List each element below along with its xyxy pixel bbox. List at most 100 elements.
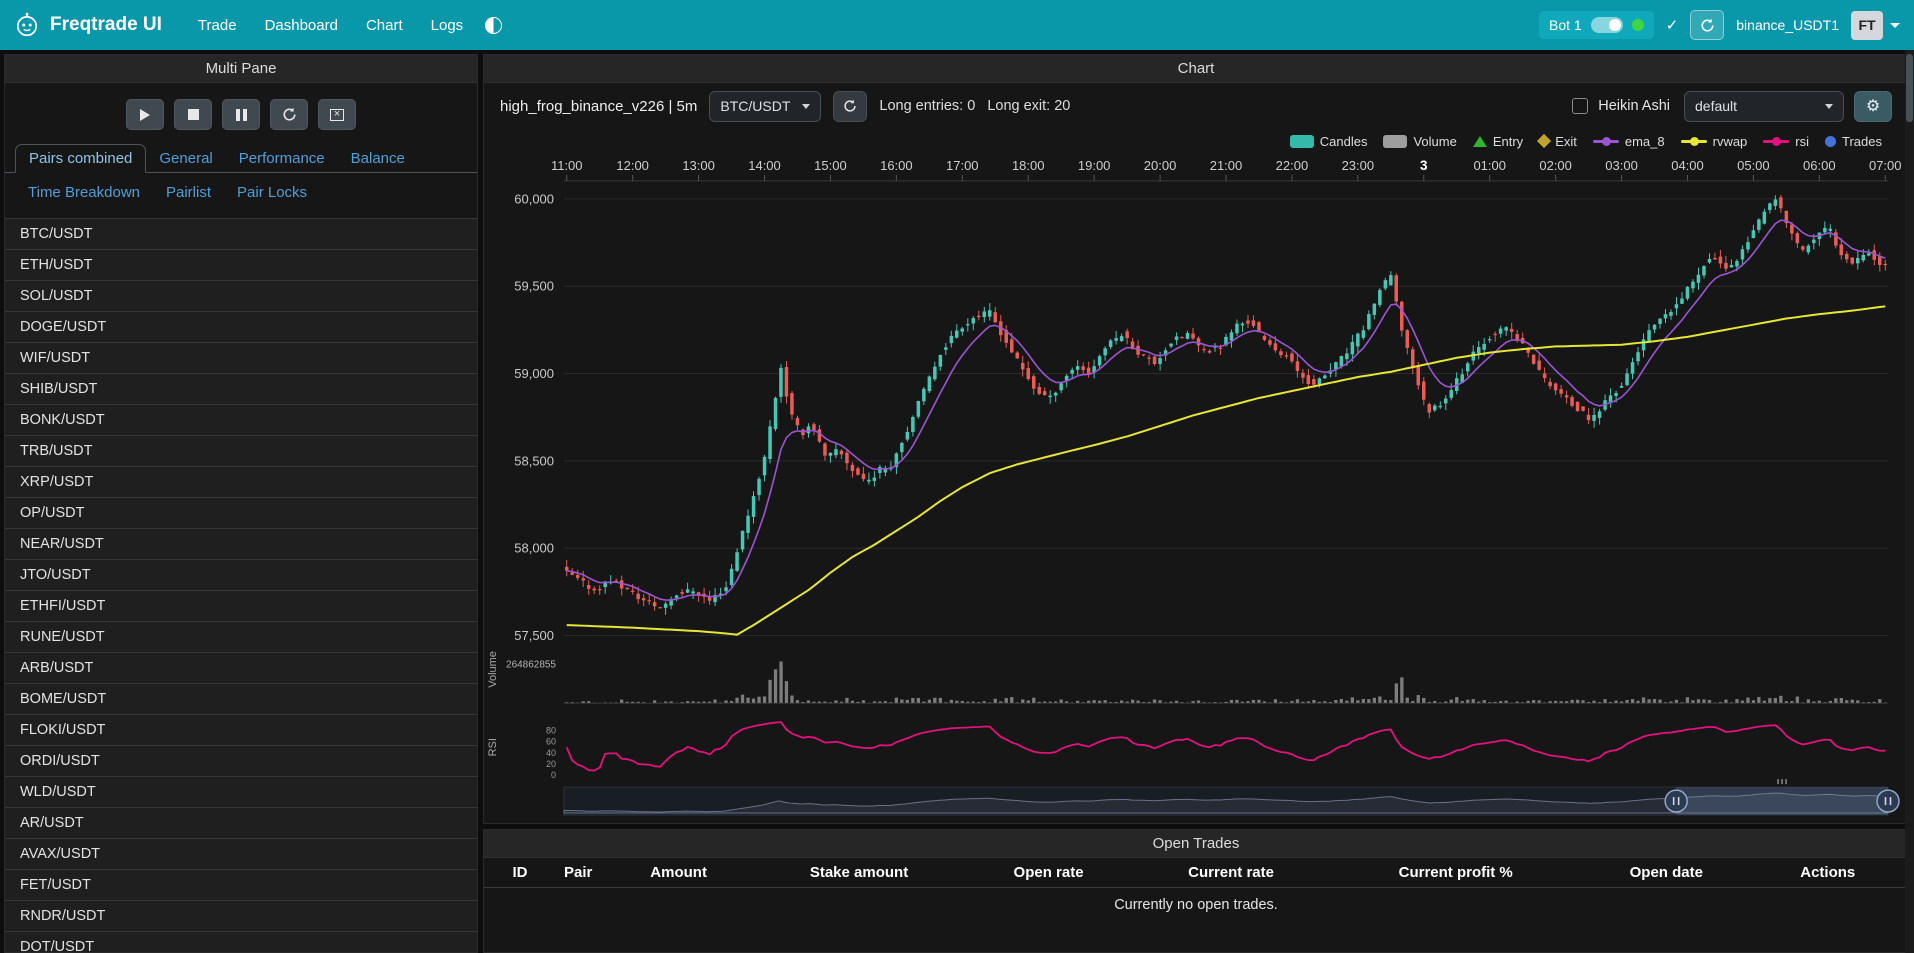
bot-name-label: Bot 1	[1548, 17, 1582, 33]
bot-selector-chip[interactable]: Bot 1	[1538, 11, 1654, 39]
trades-swatch-icon	[1825, 135, 1837, 147]
pair-list-item[interactable]: ETHFI/USDT	[5, 591, 477, 622]
legend-label: Candles	[1319, 133, 1368, 149]
tab-general[interactable]: General	[159, 150, 213, 167]
pairs-list: BTC/USDT ETH/USDT SOL/USDT DOGE/USDT WIF/USD…	[5, 218, 477, 952]
page-scrollbar[interactable]	[1905, 50, 1914, 953]
candlestick-chart[interactable]: 57,500 58,000 58,500 59,000 59,500 60,000 11:0…	[484, 153, 1908, 823]
plot-config-select[interactable]: default	[1684, 90, 1844, 122]
datazoom-handle-left[interactable]	[1664, 789, 1688, 813]
svg-text:03:00: 03:00	[1605, 158, 1638, 173]
svg-text:3: 3	[1420, 158, 1428, 173]
heikin-ashi-checkbox[interactable]	[1572, 98, 1589, 114]
legend-label: Trades	[1842, 133, 1882, 149]
tab-pairs-combined[interactable]: Pairs combined	[15, 144, 147, 173]
open-trades-header[interactable]: Open Trades	[484, 830, 1908, 858]
legend-item-trades[interactable]: Trades	[1825, 134, 1882, 149]
legend-label: Volume	[1413, 133, 1457, 149]
svg-text:0: 0	[551, 770, 556, 780]
tab-pairlist[interactable]: Pairlist	[166, 184, 212, 201]
primary-tabs: Pairs combined General Performance Balance	[5, 142, 477, 173]
pair-list-item[interactable]: JTO/USDT	[5, 560, 477, 591]
scrollbar-thumb[interactable]	[1906, 54, 1913, 122]
chart-panel-header[interactable]: Chart	[484, 55, 1908, 83]
nav-item-logs[interactable]: Logs	[430, 16, 464, 34]
pair-list-item[interactable]: FET/USDT	[5, 870, 477, 901]
user-menu[interactable]: FT	[1851, 10, 1900, 40]
stop-bot-button[interactable]	[174, 99, 212, 130]
legend-item-ema_8[interactable]: ema_8	[1592, 134, 1665, 149]
pair-list-item[interactable]: RUNE/USDT	[5, 622, 477, 653]
pause-icon	[235, 108, 247, 121]
pair-list-item[interactable]: FLOKI/USDT	[5, 715, 477, 746]
reload-config-button[interactable]	[270, 99, 308, 130]
chevron-down-icon	[1825, 103, 1833, 109]
pair-list-item[interactable]: ORDI/USDT	[5, 746, 477, 777]
reload-icon	[282, 107, 296, 121]
tab-balance[interactable]: Balance	[350, 150, 405, 167]
pair-list-item[interactable]: DOT/USDT	[5, 932, 477, 952]
tab-performance[interactable]: Performance	[238, 150, 325, 167]
pair-list-item[interactable]: SOL/USDT	[5, 281, 477, 312]
brand[interactable]: Freqtrade UI	[14, 12, 162, 38]
pair-list-item[interactable]: AR/USDT	[5, 808, 477, 839]
bot-control-buttons: ×	[5, 83, 477, 142]
nav-item-dashboard[interactable]: Dashboard	[264, 16, 338, 34]
legend-item-candles[interactable]: Candles	[1289, 133, 1368, 149]
legend-item-rvwap[interactable]: rvwap	[1680, 133, 1748, 149]
clear-chart-button[interactable]: ×	[318, 99, 356, 130]
check-icon: ✓	[1665, 17, 1679, 34]
pair-list-item[interactable]: ARB/USDT	[5, 653, 477, 684]
pair-list-item[interactable]: DOGE/USDT	[5, 312, 477, 343]
svg-text:264862855: 264862855	[506, 659, 556, 670]
start-bot-button[interactable]	[126, 99, 164, 130]
plot-settings-button[interactable]: ⚙	[1854, 90, 1892, 122]
svg-text:18:00: 18:00	[1012, 158, 1045, 173]
svg-text:59,000: 59,000	[514, 366, 554, 381]
pair-list-item[interactable]: WLD/USDT	[5, 777, 477, 808]
rvwap-swatch-icon	[1680, 136, 1707, 146]
pair-list-item[interactable]: NEAR/USDT	[5, 529, 477, 560]
theme-toggle-icon[interactable]	[485, 16, 503, 34]
pair-list-item[interactable]: WIF/USDT	[5, 343, 477, 374]
multi-pane-header[interactable]: Multi Pane	[5, 55, 477, 83]
trades-header-row: ID Pair Amount Stake amount Open rate Current…	[484, 858, 1908, 888]
nav-item-chart[interactable]: Chart	[365, 16, 403, 34]
legend-item-exit[interactable]: Exit	[1537, 133, 1577, 149]
freqtrade-logo	[16, 12, 38, 37]
bot-toggle-switch[interactable]	[1590, 17, 1623, 33]
pair-list-item[interactable]: SHIB/USDT	[5, 374, 477, 405]
multi-pane-title: Multi Pane	[205, 60, 277, 77]
legend-label: Exit	[1555, 133, 1577, 149]
reload-bot-button[interactable]	[1690, 10, 1725, 40]
avatar[interactable]: FT	[1851, 10, 1883, 40]
datazoom-slider[interactable]	[563, 779, 1900, 816]
pair-select-value: BTC/USDT	[720, 98, 791, 114]
pair-list-item[interactable]: BONK/USDT	[5, 405, 477, 436]
pair-list-item[interactable]: ETH/USDT	[5, 250, 477, 281]
nav-item-trade[interactable]: Trade	[197, 16, 237, 34]
pair-select[interactable]: BTC/USDT	[709, 90, 822, 122]
pair-list-item[interactable]: AVAX/USDT	[5, 839, 477, 870]
pair-list-item[interactable]: BTC/USDT	[5, 219, 477, 250]
pair-list-item[interactable]: BOME/USDT	[5, 684, 477, 715]
legend-item-entry[interactable]: Entry	[1472, 134, 1523, 149]
chart-toolbar: high_frog_binance_v226 | 5m BTC/USDT Lon…	[484, 83, 1908, 129]
long-exit-label: Long exit: 20	[987, 98, 1071, 114]
datazoom-handle-right[interactable]	[1876, 789, 1900, 813]
stop-icon	[187, 109, 199, 120]
pair-list-item[interactable]: TRB/USDT	[5, 436, 477, 467]
tab-pair-locks[interactable]: Pair Locks	[237, 184, 308, 201]
refresh-icon	[1701, 18, 1714, 32]
tab-time-breakdown[interactable]: Time Breakdown	[28, 184, 140, 201]
pause-bot-button[interactable]	[222, 99, 260, 130]
pair-list-item[interactable]: RNDR/USDT	[5, 901, 477, 932]
pair-list-item[interactable]: XRP/USDT	[5, 467, 477, 498]
svg-text:22:00: 22:00	[1276, 158, 1309, 173]
refresh-chart-button[interactable]	[833, 90, 868, 122]
legend-item-rsi[interactable]: rsi	[1763, 134, 1809, 149]
pair-list-item[interactable]: OP/USDT	[5, 498, 477, 529]
legend-label: rvwap	[1712, 133, 1748, 149]
chart-area[interactable]: 57,500 58,000 58,500 59,000 59,500 60,000 11:0…	[484, 153, 1908, 823]
legend-item-volume[interactable]: Volume	[1383, 133, 1457, 149]
